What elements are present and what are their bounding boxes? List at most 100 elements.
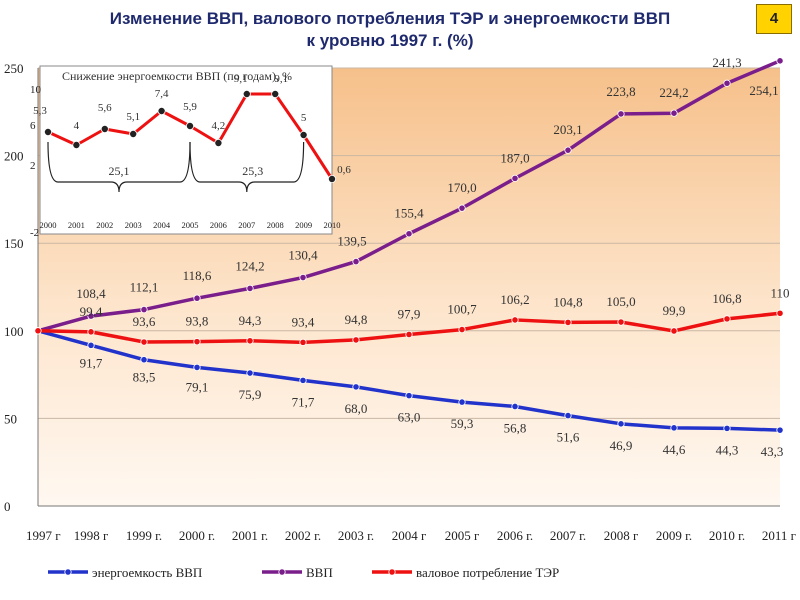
data-label: 46,9 bbox=[610, 438, 633, 453]
inset-data-point bbox=[100, 125, 109, 134]
x-tick-label: 2011 г bbox=[762, 528, 796, 543]
inset-data-label: 5,6 bbox=[98, 102, 112, 114]
x-tick-label: 2008 г bbox=[604, 528, 639, 543]
data-label: 105,0 bbox=[606, 294, 635, 309]
data-point bbox=[670, 424, 678, 432]
data-label: 108,4 bbox=[76, 286, 106, 301]
data-label: 56,8 bbox=[504, 420, 527, 435]
data-label: 104,8 bbox=[553, 294, 582, 309]
data-point bbox=[299, 376, 307, 384]
data-label: 71,7 bbox=[292, 394, 315, 409]
data-point bbox=[87, 328, 95, 336]
data-point bbox=[352, 257, 360, 266]
inset-data-label: 5,1 bbox=[126, 111, 140, 123]
inset-data-point bbox=[299, 130, 308, 139]
inset-chart-frame bbox=[39, 65, 333, 235]
legend-label: энергоемкость ВВП bbox=[92, 565, 202, 580]
inset-data-point bbox=[44, 127, 53, 136]
inset-data-label: 5,9 bbox=[183, 101, 197, 113]
inset-data-point bbox=[157, 107, 166, 116]
y-tick-label: 250 bbox=[4, 61, 24, 76]
data-label: 100,7 bbox=[447, 302, 477, 317]
data-label: 112,1 bbox=[130, 280, 159, 295]
data-label: 203,1 bbox=[553, 122, 582, 137]
data-point bbox=[299, 338, 307, 346]
legend-swatch-marker bbox=[64, 568, 72, 576]
data-point bbox=[193, 294, 201, 302]
data-label: 106,2 bbox=[500, 292, 529, 307]
data-label: 224,2 bbox=[659, 85, 688, 100]
data-point bbox=[617, 318, 625, 326]
x-tick-label: 1997 г bbox=[26, 528, 61, 543]
data-point bbox=[564, 318, 572, 326]
inset-data-label: 5,3 bbox=[33, 105, 47, 117]
title-line-1: Изменение ВВП, валового потребления ТЭР … bbox=[109, 9, 671, 28]
data-point bbox=[723, 315, 731, 323]
data-point bbox=[246, 337, 254, 345]
data-point bbox=[87, 341, 95, 349]
inset-y-tick-label: -2 bbox=[30, 227, 39, 239]
data-point bbox=[193, 338, 201, 346]
data-label: 155,4 bbox=[394, 206, 424, 221]
data-label: 44,6 bbox=[663, 442, 686, 457]
x-tick-label: 2007 г. bbox=[550, 528, 586, 543]
data-label: 91,7 bbox=[80, 355, 103, 370]
data-label: 139,5 bbox=[337, 234, 366, 249]
x-tick-label: 1998 г bbox=[74, 528, 109, 543]
inset-y-tick-label: 10 bbox=[30, 84, 42, 96]
inset-x-tick-label: 2002 bbox=[96, 220, 113, 230]
data-label: 118,6 bbox=[183, 268, 212, 283]
x-tick-label: 2001 г. bbox=[232, 528, 268, 543]
data-point bbox=[87, 312, 95, 320]
data-point bbox=[458, 204, 466, 212]
data-label: 75,9 bbox=[239, 387, 262, 402]
inset-data-label: 7,4 bbox=[155, 88, 169, 100]
slide-number-badge: 4 bbox=[756, 4, 792, 34]
data-label: 170,0 bbox=[447, 180, 476, 195]
inset-x-tick-label: 2010 bbox=[324, 220, 341, 230]
data-label: 130,4 bbox=[288, 248, 318, 263]
data-point bbox=[564, 411, 572, 420]
inset-brace bbox=[47, 141, 191, 193]
inset-data-point bbox=[185, 122, 194, 131]
data-label: 59,3 bbox=[451, 416, 474, 431]
inset-x-tick-label: 2009 bbox=[295, 220, 312, 230]
data-label: 97,9 bbox=[398, 306, 421, 321]
legend-swatch-marker bbox=[278, 568, 286, 576]
data-label: 79,1 bbox=[186, 379, 209, 394]
data-label: 99,9 bbox=[663, 303, 686, 318]
data-point bbox=[776, 426, 784, 434]
data-point bbox=[723, 424, 731, 432]
inset-x-tick-label: 2000 bbox=[40, 220, 57, 230]
x-tick-label: 2003 г. bbox=[338, 528, 374, 543]
y-tick-label: 0 bbox=[4, 499, 11, 514]
x-tick-label: 2006 г. bbox=[497, 528, 533, 543]
y-tick-label: 150 bbox=[4, 236, 24, 251]
inset-data-point bbox=[271, 90, 280, 99]
data-point bbox=[34, 327, 42, 335]
inset-data-label: 0,6 bbox=[337, 164, 351, 176]
data-label: 93,4 bbox=[292, 314, 315, 329]
data-label: 124,2 bbox=[235, 258, 264, 273]
data-point bbox=[352, 336, 360, 344]
data-label: 83,5 bbox=[133, 370, 156, 385]
legend-label: ВВП bbox=[306, 565, 333, 580]
data-label: 254,1 bbox=[749, 83, 778, 98]
data-point bbox=[564, 146, 572, 154]
inset-data-point bbox=[327, 174, 336, 183]
inset-data-point bbox=[242, 90, 251, 99]
inset-annotation: 25,3 bbox=[242, 164, 263, 178]
data-point bbox=[511, 402, 519, 411]
data-point bbox=[670, 109, 678, 117]
inset-x-tick-label: 2001 bbox=[68, 220, 85, 230]
inset-brace bbox=[189, 141, 305, 193]
data-point bbox=[140, 338, 148, 346]
title-line-2: к уровню 1997 г. (%) bbox=[306, 31, 474, 50]
inset-x-tick-label: 2006 bbox=[210, 220, 227, 230]
data-label: 93,6 bbox=[133, 314, 156, 329]
data-label: 63,0 bbox=[398, 410, 421, 425]
data-label: 94,8 bbox=[345, 312, 368, 327]
data-point bbox=[405, 392, 413, 400]
data-point bbox=[723, 79, 731, 87]
data-point bbox=[405, 230, 413, 238]
